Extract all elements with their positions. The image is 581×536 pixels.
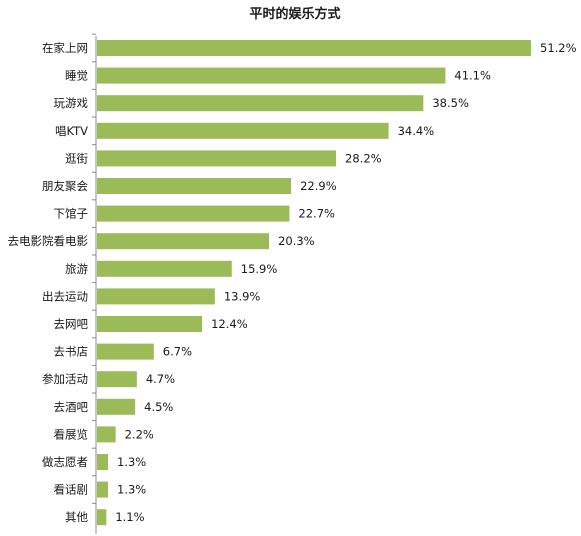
bar bbox=[97, 371, 137, 388]
bar bbox=[97, 454, 109, 470]
bar bbox=[97, 150, 337, 167]
value-label: 51.2% bbox=[540, 41, 577, 55]
value-label: 22.9% bbox=[300, 179, 337, 193]
bar bbox=[97, 481, 109, 498]
value-label: 12.4% bbox=[211, 317, 248, 331]
category-label: 其他 bbox=[65, 510, 88, 524]
chart-title: 平时的娱乐方式 bbox=[249, 6, 340, 22]
value-label: 13.9% bbox=[224, 289, 261, 303]
category-label: 下馆子 bbox=[54, 207, 89, 221]
bar bbox=[97, 426, 116, 443]
category-label: 逛街 bbox=[65, 151, 88, 165]
value-label: 20.3% bbox=[278, 234, 315, 248]
bar bbox=[97, 67, 446, 84]
category-label: 去网吧 bbox=[54, 317, 89, 331]
bar bbox=[97, 398, 136, 415]
bar bbox=[97, 509, 107, 526]
value-label: 34.4% bbox=[398, 124, 435, 138]
category-label: 去电影院看电影 bbox=[8, 234, 89, 248]
value-label: 28.2% bbox=[345, 151, 382, 165]
value-label: 1.3% bbox=[117, 483, 146, 497]
bars: 在家上网 51.2% 睡觉 41.1% 玩游戏 38.5% 唱KTV 34.4% 逛街 28.2%… bbox=[8, 33, 577, 526]
bar bbox=[97, 122, 389, 139]
value-label: 1.3% bbox=[117, 455, 146, 469]
bar bbox=[97, 178, 292, 194]
value-label: 1.1% bbox=[115, 510, 144, 524]
bar bbox=[97, 233, 270, 250]
category-label: 参加活动 bbox=[42, 372, 88, 386]
bar bbox=[97, 288, 215, 305]
category-label: 看展览 bbox=[54, 427, 89, 441]
bar bbox=[97, 343, 154, 360]
value-label: 4.5% bbox=[144, 400, 173, 414]
value-label: 41.1% bbox=[454, 69, 491, 83]
value-label: 2.2% bbox=[125, 427, 154, 441]
bar bbox=[97, 95, 424, 112]
value-label: 15.9% bbox=[241, 262, 278, 276]
value-label: 22.7% bbox=[298, 207, 335, 221]
category-label: 旅游 bbox=[65, 262, 88, 276]
category-label: 去酒吧 bbox=[54, 400, 89, 414]
value-label: 4.7% bbox=[146, 372, 175, 386]
bar bbox=[97, 205, 290, 222]
bar bbox=[97, 260, 232, 277]
value-label: 6.7% bbox=[163, 345, 192, 359]
category-label: 朋友聚会 bbox=[42, 179, 88, 193]
bar bbox=[97, 316, 203, 332]
category-label: 唱KTV bbox=[55, 124, 88, 138]
bar bbox=[97, 40, 531, 56]
category-label: 在家上网 bbox=[42, 41, 88, 55]
category-label: 去书店 bbox=[54, 345, 89, 359]
category-label: 玩游戏 bbox=[54, 96, 89, 110]
category-label: 睡觉 bbox=[65, 69, 88, 83]
category-label: 出去运动 bbox=[42, 289, 88, 303]
category-label: 做志愿者 bbox=[42, 455, 88, 469]
value-label: 38.5% bbox=[432, 96, 469, 110]
category-label: 看话剧 bbox=[54, 483, 89, 497]
